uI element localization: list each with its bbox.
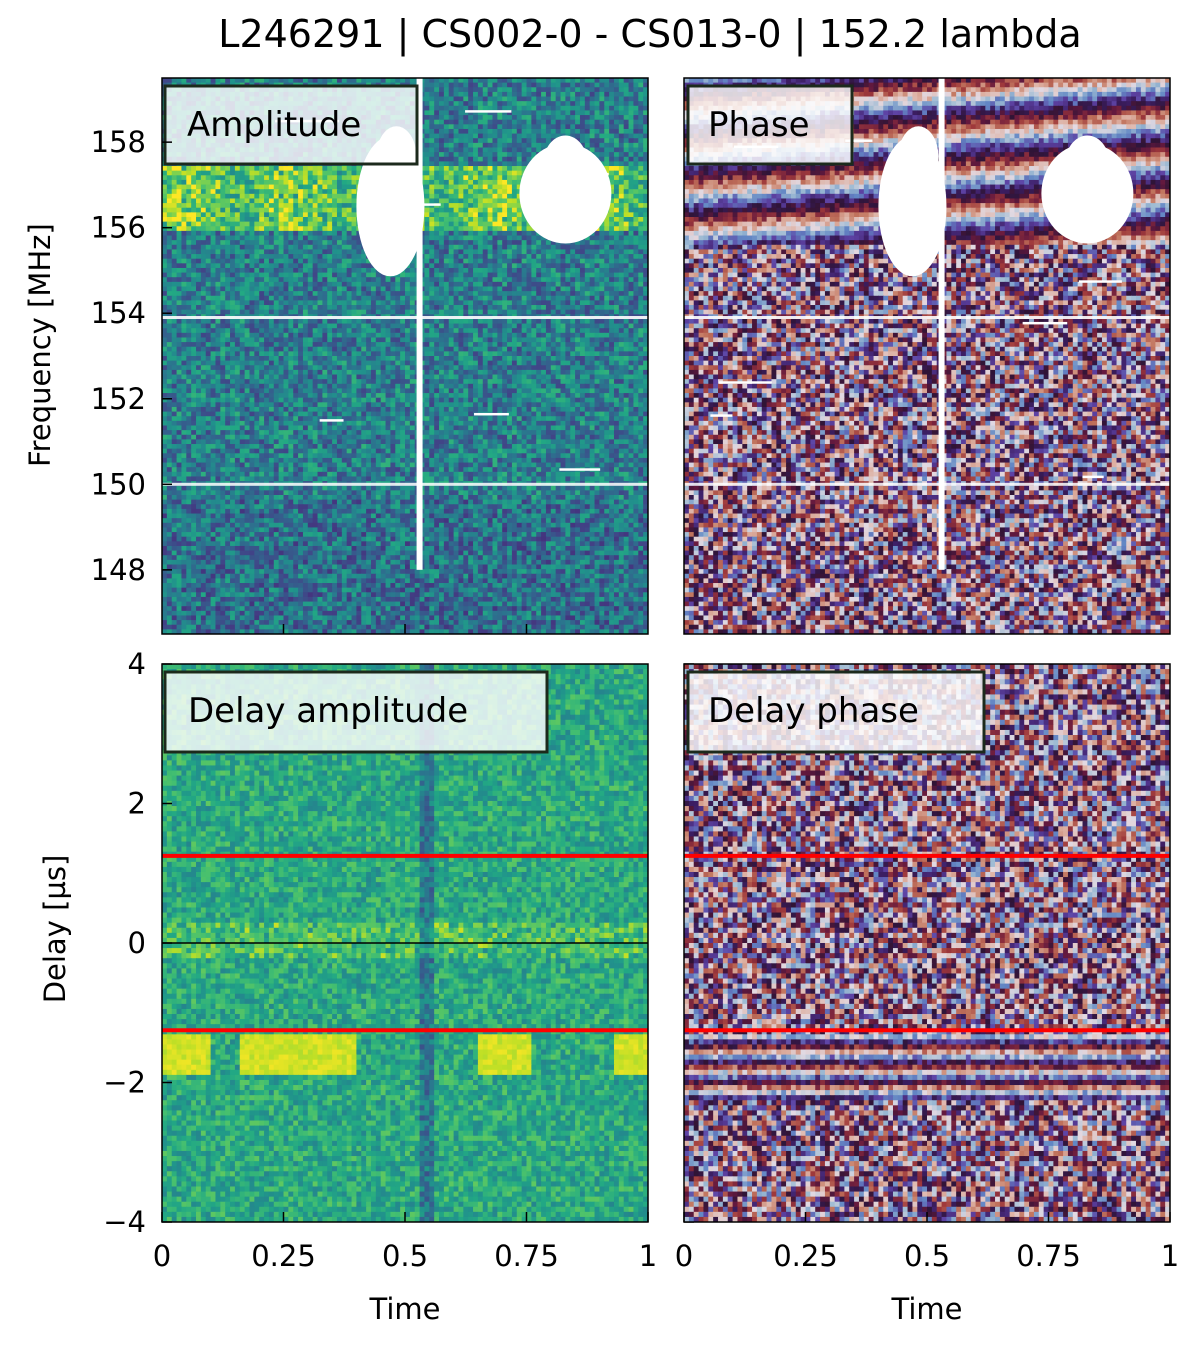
panel-phase: Phase xyxy=(683,77,1171,635)
time-axis-label-left: Time xyxy=(355,1292,455,1326)
time-tick-label: 1 xyxy=(1161,1239,1179,1273)
delay-tick-label: 0 xyxy=(128,926,146,960)
panel-delay-amplitude: Delay amplitude −4 −2 0 2 4 0 0.25 0.5 0.75 1 xyxy=(103,647,694,1273)
time-tick-label: 0 xyxy=(675,1239,693,1273)
frequency-tick-label: 156 xyxy=(91,211,146,245)
frequency-tick-label: 158 xyxy=(91,125,146,159)
phase-flags xyxy=(684,78,1170,570)
phase-frame xyxy=(683,77,1171,635)
delay-tick-label: −2 xyxy=(103,1066,146,1100)
frequency-tick-label: 154 xyxy=(91,296,146,330)
delay-amplitude-lines xyxy=(162,853,648,1033)
phase-label: Phase xyxy=(708,105,810,145)
delay-amplitude-label-box: Delay amplitude xyxy=(163,670,549,754)
time-axis-ticks-right: 0 0.25 0.5 0.75 1 xyxy=(675,1212,1179,1273)
delay-phase-lines xyxy=(684,853,1170,1033)
amplitude-label-box: Amplitude xyxy=(163,84,419,166)
time-tick-label: 0.5 xyxy=(904,1239,950,1273)
time-tick-label: 0.5 xyxy=(382,1239,428,1273)
time-tick-label: 0.75 xyxy=(494,1239,559,1273)
time-tick-label: 0 xyxy=(153,1239,171,1273)
delay-phase-label: Delay phase xyxy=(708,691,919,731)
delay-axis-label: Delay [µs] xyxy=(38,854,72,1004)
frequency-tick-label: 150 xyxy=(91,467,146,501)
delay-tick-label: 4 xyxy=(128,647,146,681)
time-tick-label: 0.75 xyxy=(1016,1239,1081,1273)
delay-amplitude-label: Delay amplitude xyxy=(188,691,468,731)
delay-tick-label: 2 xyxy=(128,787,146,821)
figure-title: L246291 | CS002-0 - CS013-0 | 152.2 lamb… xyxy=(0,12,1200,56)
delay-axis-ticks: −4 −2 0 2 4 xyxy=(103,647,694,1239)
frequency-axis-label: Frequency [MHz] xyxy=(23,223,57,467)
frequency-tick-label: 148 xyxy=(91,553,146,587)
panel-amplitude: Amplitude 148 150 152 154 156 158 xyxy=(91,77,1050,635)
frequency-tick-label: 152 xyxy=(91,382,146,416)
time-axis-label-right: Time xyxy=(877,1292,977,1326)
panel-delay-phase: Delay phase 0 0.25 0.5 0.75 1 xyxy=(675,663,1179,1273)
delay-tick-label: −4 xyxy=(103,1205,146,1239)
amplitude-label: Amplitude xyxy=(187,105,361,145)
delay-phase-label-box: Delay phase xyxy=(686,670,986,754)
time-axis-ticks-left: 0 0.25 0.5 0.75 1 xyxy=(153,1212,657,1273)
time-tick-label: 0.25 xyxy=(251,1239,316,1273)
time-tick-label: 0.25 xyxy=(773,1239,838,1273)
frequency-axis-ticks: 148 150 152 154 156 158 xyxy=(91,125,1050,634)
time-tick-label: 1 xyxy=(639,1239,657,1273)
phase-label-box: Phase xyxy=(686,84,854,166)
